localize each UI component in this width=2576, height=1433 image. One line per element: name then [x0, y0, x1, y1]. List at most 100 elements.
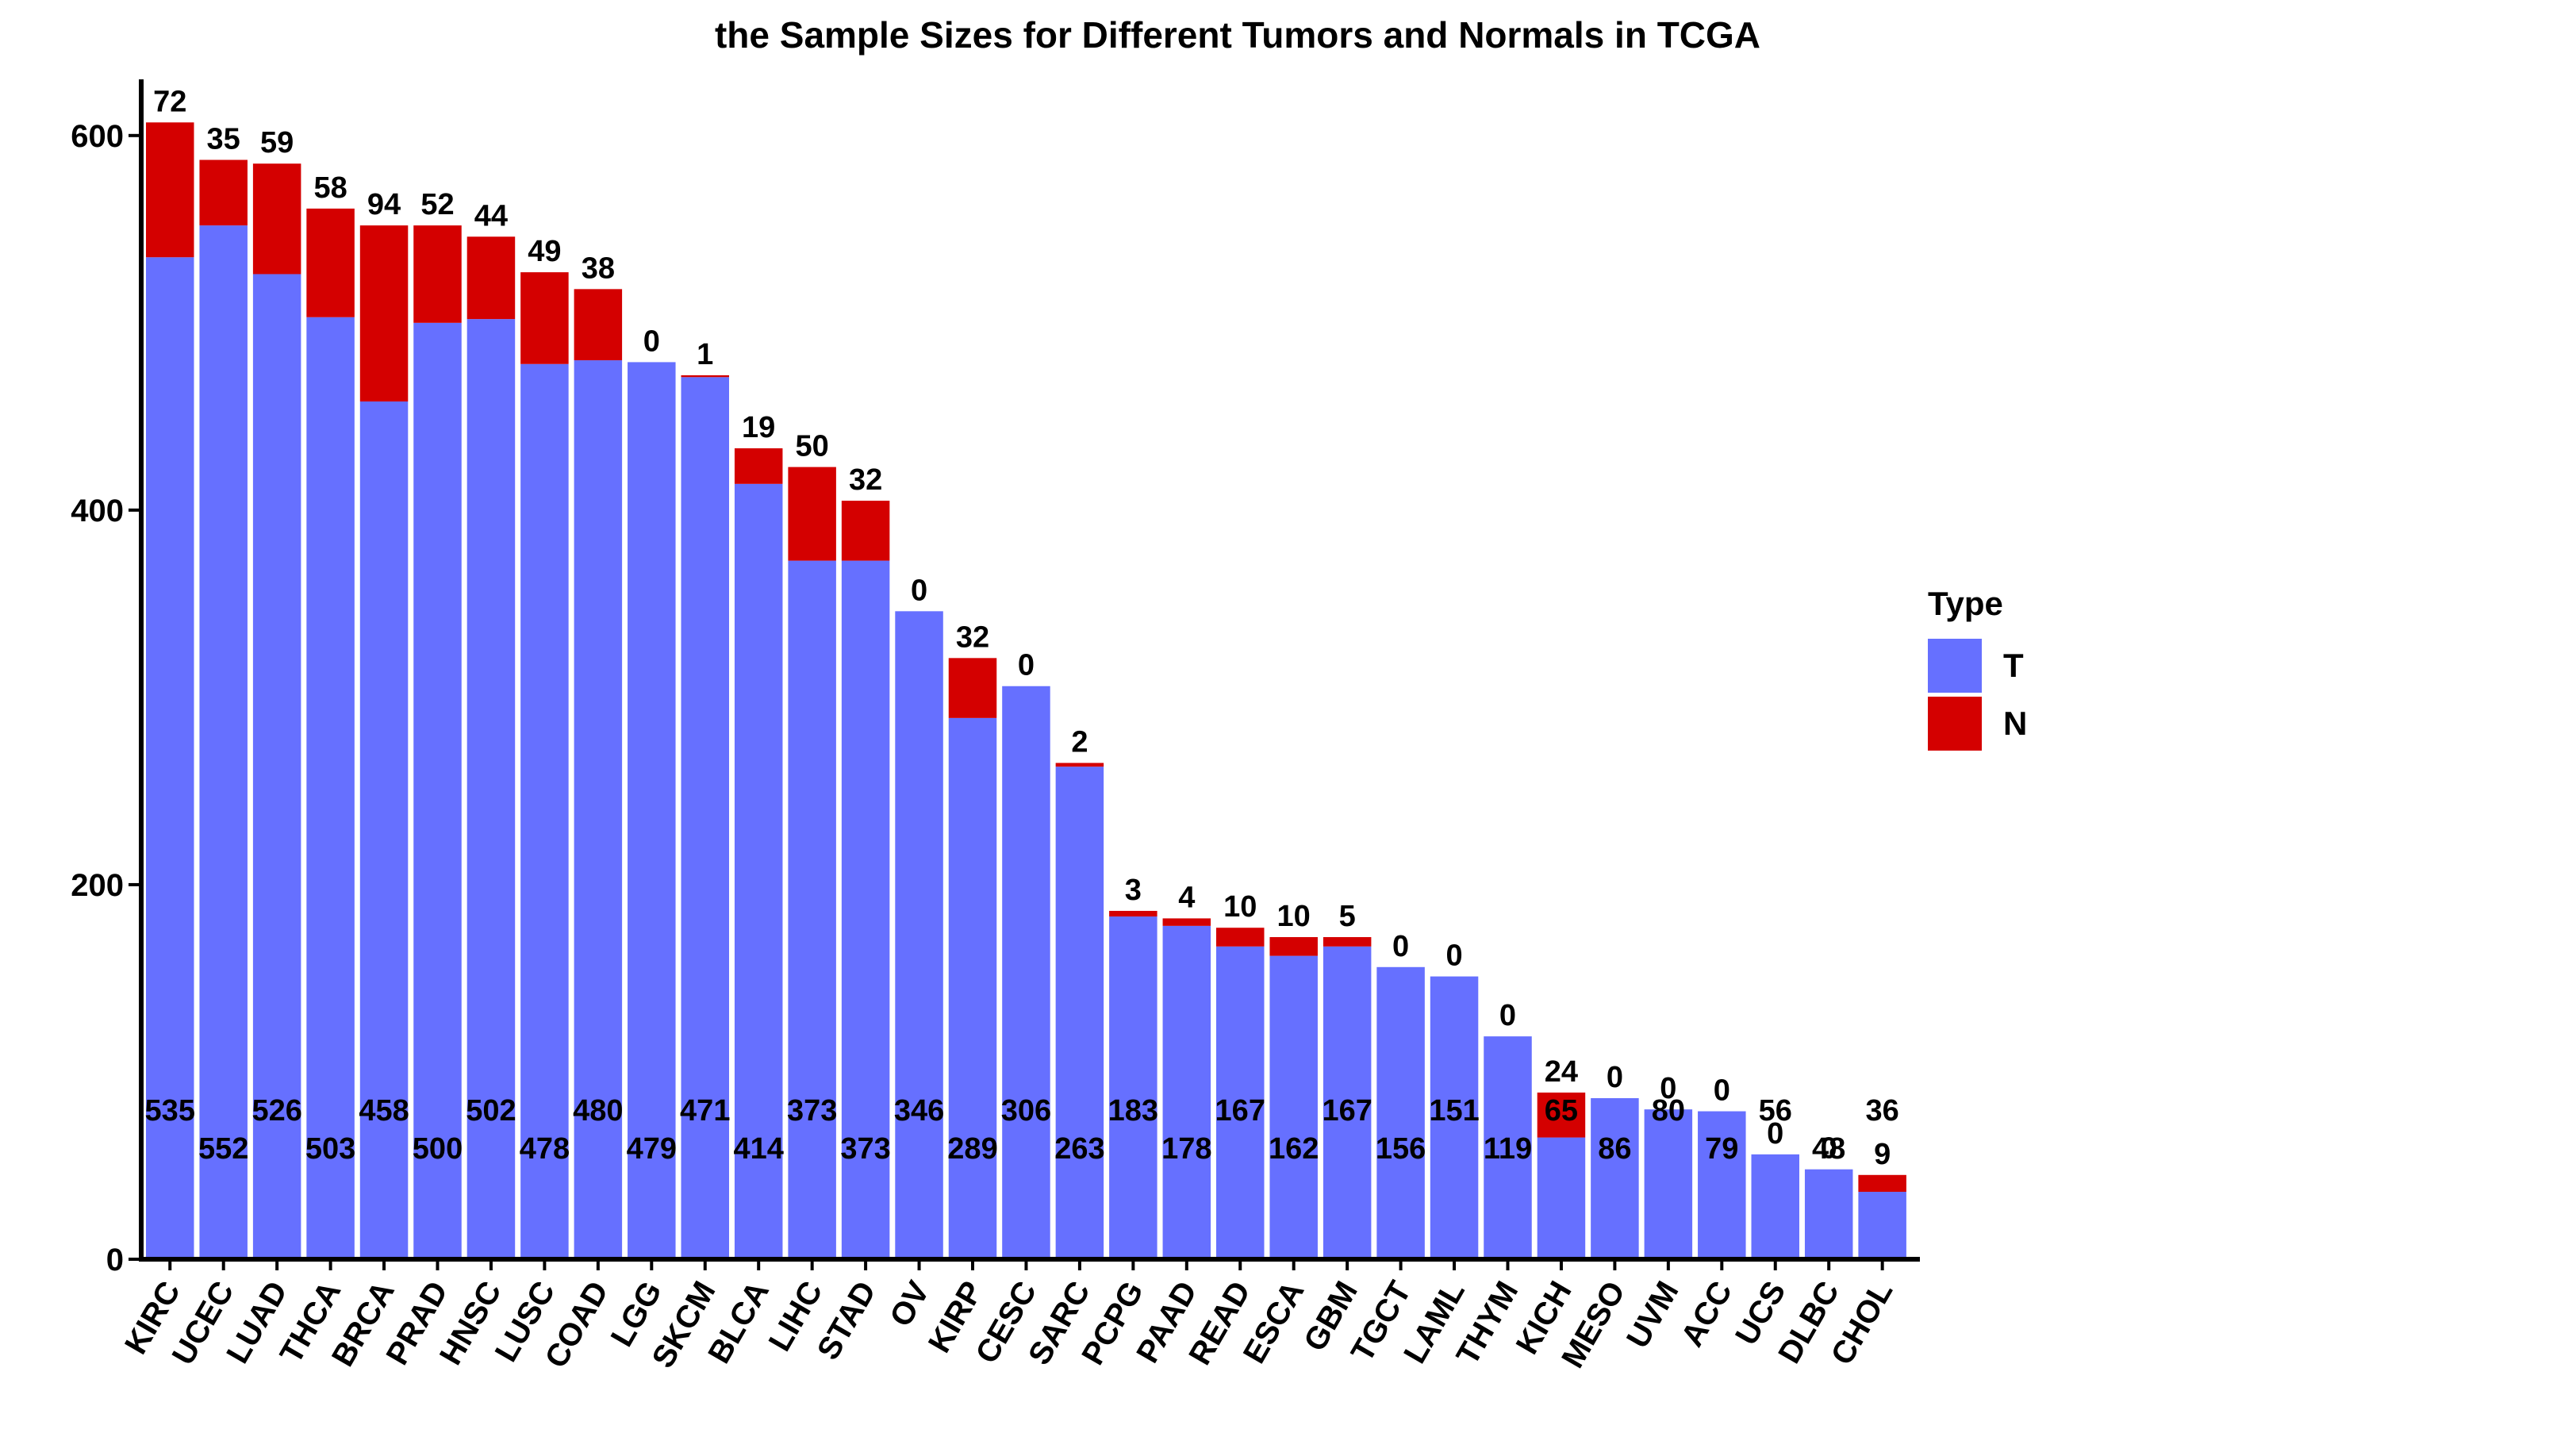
label-n-kich: 24 [1545, 1055, 1578, 1089]
bar-n-lusc [520, 272, 569, 364]
label-n-dlbc: 0 [1821, 1132, 1837, 1166]
label-t-kirc: 535 [145, 1094, 195, 1128]
bar-t-kirc [146, 257, 194, 1259]
bar-n-thca [306, 208, 355, 317]
label-t-lusc: 478 [520, 1132, 570, 1166]
bar-t-cesc [1002, 686, 1050, 1259]
label-t-hnsc: 502 [466, 1094, 516, 1128]
label-n-uvm: 0 [1660, 1072, 1676, 1105]
label-t-gbm: 167 [1322, 1094, 1372, 1128]
bar-n-pcpg [1109, 910, 1157, 917]
bar-t-dlbc [1804, 1169, 1853, 1259]
label-n-kirc: 72 [153, 85, 186, 118]
label-t-ucs: 56 [1759, 1094, 1792, 1128]
label-t-brca: 458 [359, 1094, 409, 1128]
bar-t-pcpg [1109, 916, 1157, 1259]
label-t-coad: 480 [573, 1094, 623, 1128]
bar-n-brca [359, 225, 409, 401]
label-n-lihc: 50 [796, 430, 829, 463]
legend-title: Type [1928, 585, 2003, 622]
bar-t-ucec [199, 225, 248, 1260]
label-t-prad: 500 [413, 1132, 463, 1166]
label-n-lusc: 49 [528, 235, 561, 268]
legend-swatch-n [1928, 697, 1982, 751]
bar-t-paad [1162, 925, 1211, 1259]
bar-t-chol [1858, 1192, 1906, 1259]
bar-t-lgg [628, 362, 676, 1259]
label-n-read: 10 [1223, 890, 1257, 924]
bar-t-kirp [948, 717, 997, 1259]
bar-n-paad [1162, 918, 1211, 926]
y-tick-label-400: 400 [71, 494, 124, 528]
bar-n-kirp [948, 658, 997, 718]
x-tick-label-uvm: UVM [1620, 1276, 1686, 1354]
bar-n-skcm [681, 375, 729, 378]
bar-t-read [1216, 946, 1265, 1259]
label-n-brca: 94 [367, 188, 401, 221]
bar-t-tgct [1376, 966, 1425, 1259]
label-t-read: 167 [1215, 1094, 1265, 1128]
label-n-esca: 10 [1277, 900, 1311, 933]
label-t-skcm: 471 [680, 1094, 730, 1128]
x-tick-label-ov: OV [883, 1275, 936, 1332]
bar-t-thca [306, 317, 355, 1260]
bar-t-brca [359, 401, 409, 1259]
label-n-chol: 9 [1874, 1138, 1891, 1171]
label-n-meso: 0 [1607, 1061, 1623, 1094]
label-n-skcm: 1 [697, 338, 713, 371]
bar-t-ov [895, 611, 943, 1259]
label-t-uvm: 80 [1652, 1094, 1685, 1128]
y-tick-label-200: 200 [71, 868, 124, 903]
label-t-lgg: 479 [627, 1132, 677, 1166]
label-t-pcpg: 183 [1108, 1094, 1158, 1128]
label-n-gbm: 5 [1339, 900, 1356, 933]
legend: Type T N [1928, 585, 2027, 751]
label-t-lihc: 373 [787, 1094, 837, 1128]
label-t-acc: 79 [1705, 1132, 1738, 1166]
bar-t-acc [1698, 1111, 1746, 1259]
bar-n-esca [1269, 937, 1318, 956]
y-tick-label-600: 600 [71, 119, 124, 154]
bar-n-lihc [788, 467, 836, 561]
label-t-thym: 119 [1484, 1132, 1532, 1166]
label-n-thym: 0 [1499, 999, 1516, 1032]
bar-t-uvm [1644, 1109, 1693, 1259]
bar-n-chol [1858, 1174, 1906, 1193]
bar-t-prad [413, 322, 462, 1259]
label-t-dlbc: 48 [1812, 1132, 1845, 1166]
bars-layer [146, 122, 1906, 1260]
label-n-sarc: 2 [1071, 726, 1088, 759]
label-t-thca: 503 [305, 1132, 355, 1166]
label-n-acc: 0 [1714, 1074, 1730, 1108]
label-n-ucec: 35 [207, 122, 240, 156]
label-n-cesc: 0 [1018, 649, 1035, 682]
bar-t-ucs [1751, 1154, 1799, 1259]
label-n-thca: 58 [313, 171, 347, 205]
label-t-meso: 86 [1598, 1132, 1631, 1166]
label-n-kirp: 32 [956, 620, 989, 654]
bar-n-ucec [199, 159, 248, 226]
label-t-luad: 526 [251, 1094, 301, 1128]
bar-t-sarc [1055, 766, 1104, 1259]
bar-n-kirc [146, 122, 194, 258]
bar-t-lusc [520, 363, 569, 1259]
label-n-prad: 52 [420, 188, 454, 221]
label-n-hnsc: 44 [474, 199, 508, 232]
bar-t-blca [734, 483, 783, 1259]
bar-t-coad [574, 360, 623, 1259]
legend-swatch-t [1928, 639, 1982, 693]
bar-n-blca [734, 448, 783, 484]
bar-t-stad [841, 560, 890, 1259]
bar-t-hnsc [466, 319, 516, 1260]
bar-n-hnsc [466, 236, 516, 320]
label-t-kich: 65 [1545, 1094, 1578, 1128]
label-t-sarc: 263 [1054, 1132, 1104, 1166]
chart-title: the Sample Sizes for Different Tumors an… [715, 14, 1760, 56]
label-t-esca: 162 [1269, 1132, 1319, 1166]
label-t-ov: 346 [894, 1094, 944, 1128]
value-labels-layer: 7253535552595265850394458525004450249478… [145, 85, 1899, 1170]
label-t-paad: 178 [1161, 1132, 1211, 1166]
label-n-stad: 32 [849, 463, 882, 497]
bar-n-read [1216, 928, 1265, 947]
